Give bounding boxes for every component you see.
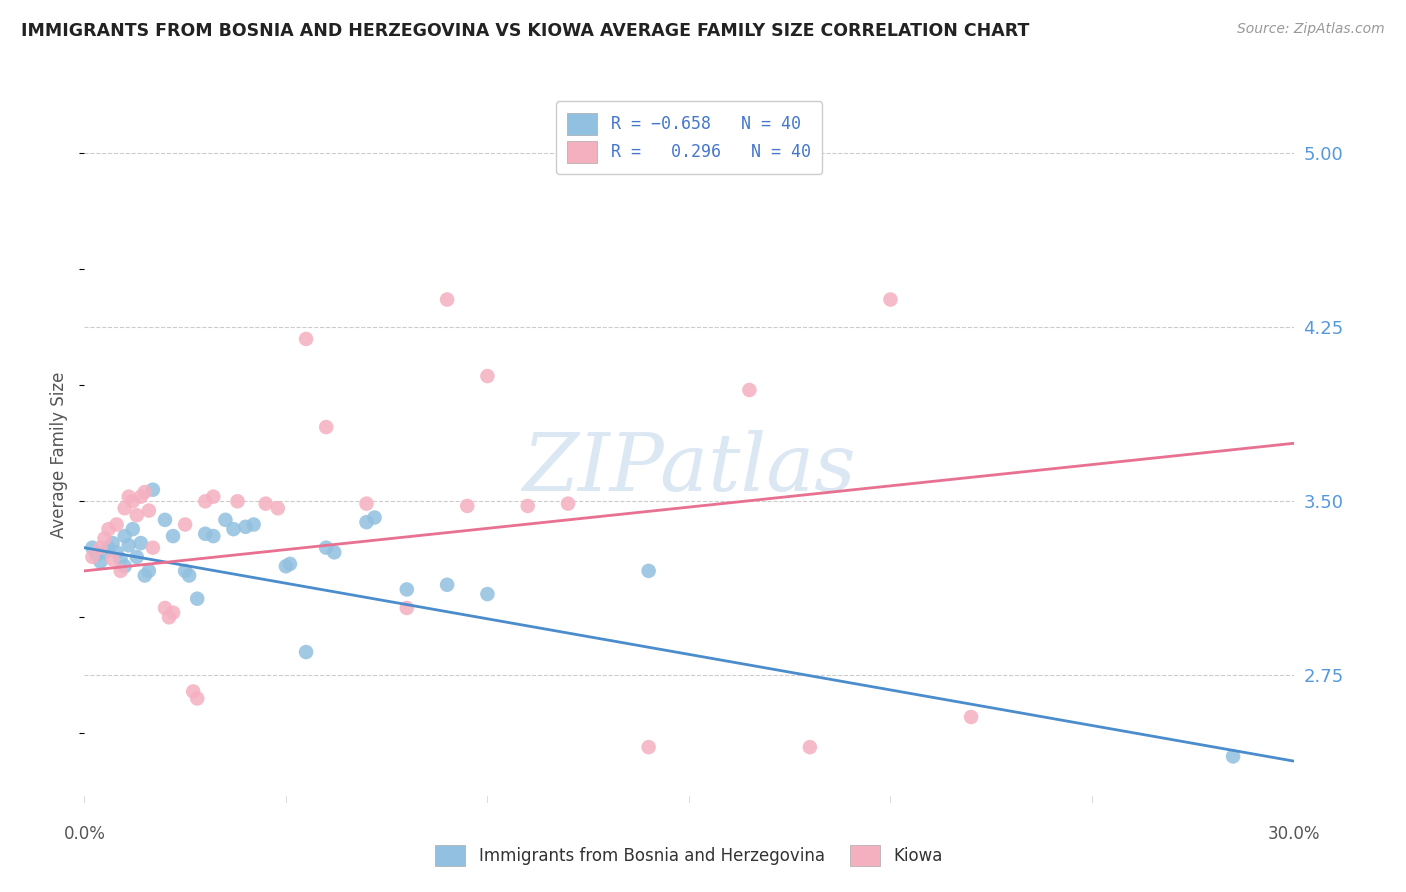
Point	[174, 564, 197, 578]
Point	[181, 684, 204, 698]
Point	[456, 499, 478, 513]
Point	[97, 541, 120, 555]
Point	[202, 529, 225, 543]
Point	[242, 517, 264, 532]
Point	[436, 293, 458, 307]
Point	[86, 548, 108, 562]
Point	[110, 552, 132, 566]
Point	[356, 497, 378, 511]
Point	[637, 564, 659, 578]
Point	[477, 587, 499, 601]
Point	[153, 513, 176, 527]
Point	[142, 541, 165, 555]
Point	[295, 332, 318, 346]
Point	[1222, 749, 1244, 764]
Point	[129, 536, 152, 550]
Point	[186, 591, 208, 606]
Point	[162, 529, 184, 543]
Text: IMMIGRANTS FROM BOSNIA AND HERZEGOVINA VS KIOWA AVERAGE FAMILY SIZE CORRELATION : IMMIGRANTS FROM BOSNIA AND HERZEGOVINA V…	[21, 22, 1029, 40]
Point	[134, 568, 156, 582]
Point	[153, 601, 176, 615]
Point	[101, 552, 124, 566]
Text: 0.0%: 0.0%	[63, 825, 105, 843]
Point	[142, 483, 165, 497]
Point	[738, 383, 761, 397]
Legend: Immigrants from Bosnia and Herzegovina, Kiowa: Immigrants from Bosnia and Herzegovina, …	[427, 837, 950, 874]
Point	[278, 557, 301, 571]
Point	[134, 485, 156, 500]
Point	[110, 564, 132, 578]
Point	[436, 578, 458, 592]
Point	[477, 369, 499, 384]
Point	[114, 559, 136, 574]
Point	[516, 499, 538, 513]
Point	[125, 549, 148, 564]
Point	[138, 564, 160, 578]
Point	[114, 501, 136, 516]
Text: ZIPatlas: ZIPatlas	[522, 430, 856, 508]
Point	[138, 503, 160, 517]
Text: 30.0%: 30.0%	[1267, 825, 1320, 843]
Point	[82, 541, 104, 555]
Point	[125, 508, 148, 523]
Point	[97, 522, 120, 536]
Point	[105, 545, 128, 559]
Point	[114, 529, 136, 543]
Point	[254, 497, 277, 511]
Point	[395, 601, 418, 615]
Point	[557, 497, 579, 511]
Point	[194, 494, 217, 508]
Point	[879, 293, 901, 307]
Point	[89, 541, 111, 555]
Point	[267, 501, 290, 516]
Text: Source: ZipAtlas.com: Source: ZipAtlas.com	[1237, 22, 1385, 37]
Point	[186, 691, 208, 706]
Point	[101, 536, 124, 550]
Point	[89, 555, 111, 569]
Point	[129, 490, 152, 504]
Point	[121, 494, 143, 508]
Point	[363, 510, 385, 524]
Point	[226, 494, 249, 508]
Point	[323, 545, 346, 559]
Point	[179, 568, 201, 582]
Point	[356, 515, 378, 529]
Point	[93, 532, 115, 546]
Point	[174, 517, 197, 532]
Point	[118, 538, 141, 552]
Point	[118, 490, 141, 504]
Point	[121, 522, 143, 536]
Point	[274, 559, 297, 574]
Point	[295, 645, 318, 659]
Point	[105, 517, 128, 532]
Point	[235, 520, 257, 534]
Point	[395, 582, 418, 597]
Point	[162, 606, 184, 620]
Y-axis label: Average Family Size: Average Family Size	[51, 372, 69, 538]
Point	[93, 545, 115, 559]
Point	[157, 610, 180, 624]
Point	[214, 513, 236, 527]
Point	[637, 740, 659, 755]
Point	[194, 526, 217, 541]
Point	[222, 522, 245, 536]
Point	[960, 710, 983, 724]
Point	[315, 420, 337, 434]
Point	[202, 490, 225, 504]
Point	[315, 541, 337, 555]
Point	[82, 549, 104, 564]
Point	[799, 740, 821, 755]
